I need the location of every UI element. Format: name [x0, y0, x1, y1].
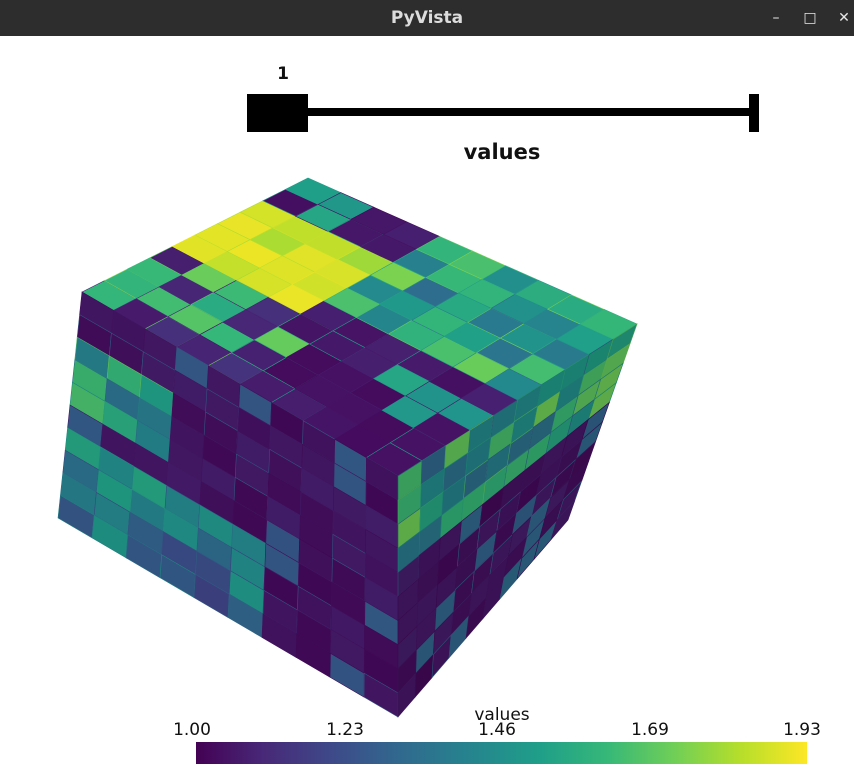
window-title: PyVista: [390, 8, 464, 28]
slider-handle[interactable]: [247, 94, 308, 132]
slider-title: values: [463, 140, 541, 164]
voxel-cell: [550, 500, 576, 540]
scalar-bar-tick: 1.23: [326, 720, 364, 740]
minimize-icon[interactable]: –: [772, 10, 780, 26]
cube-top-face: [81, 177, 638, 477]
slider-value: 1: [277, 64, 289, 84]
maximize-icon[interactable]: □: [803, 10, 817, 26]
cube-left-face: [57, 291, 399, 718]
scalar-bar-tick: 1.46: [478, 720, 516, 740]
slider-track[interactable]: [300, 108, 752, 116]
slider-end-cap: [749, 94, 759, 132]
scalar-bar-tick: 1.93: [783, 720, 821, 740]
cube-right-face: [397, 323, 638, 718]
close-icon[interactable]: ✕: [838, 10, 850, 26]
scalar-bar-tick: 1.69: [631, 720, 669, 740]
scalar-bar-gradient: [196, 742, 807, 764]
scalar-bar-tick: 1.00: [173, 720, 211, 740]
title-bar: PyVista – □ ✕: [0, 0, 854, 36]
scalar-bar-title: values: [474, 705, 530, 725]
